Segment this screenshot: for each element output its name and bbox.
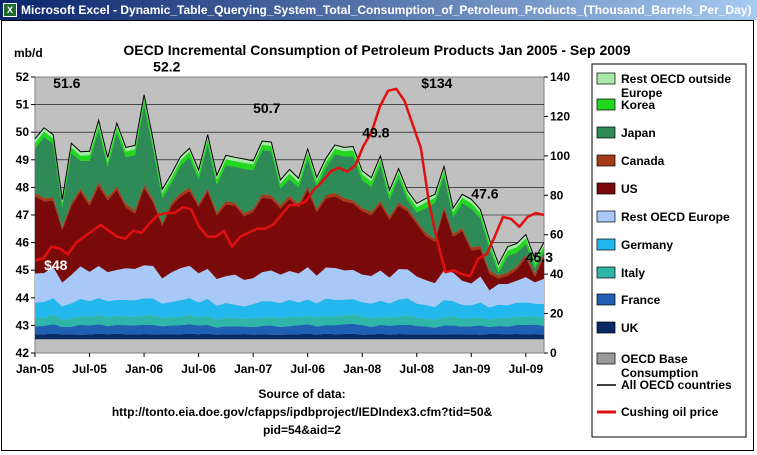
annotation-label: 50.7 xyxy=(253,100,280,116)
area-uk xyxy=(35,333,544,340)
left-tick-label: 48 xyxy=(16,180,30,194)
y-axis-label: mb/d xyxy=(14,46,43,60)
left-tick-label: 44 xyxy=(16,291,30,305)
legend-label: Italy xyxy=(621,266,645,280)
legend-swatch xyxy=(596,293,616,306)
annotation-label: $48 xyxy=(44,257,68,273)
x-tick-label: Jul-06 xyxy=(181,362,216,376)
legend-swatch xyxy=(596,72,616,85)
area-italy xyxy=(35,314,544,328)
x-tick-label: Jul-06 xyxy=(290,362,325,376)
left-tick-label: 46 xyxy=(16,236,30,250)
area-us xyxy=(35,186,544,291)
legend-label: Korea xyxy=(621,98,655,112)
legend-label: OECD Base Consumption xyxy=(621,352,698,380)
chart: OECD Incremental Consumption of Petroleu… xyxy=(14,42,747,438)
source-note: Source of data: http://tonto.eia.doe.gov… xyxy=(112,387,493,437)
right-tick-label: 120 xyxy=(550,109,570,123)
left-tick-label: 43 xyxy=(16,318,30,332)
source-line-3: pid=54&aid=2 xyxy=(263,423,341,437)
right-tick-label: 100 xyxy=(550,149,570,163)
right-tick-label: 20 xyxy=(550,307,564,321)
annotation-label: 45.3 xyxy=(526,249,553,265)
legend-swatch xyxy=(596,210,616,223)
window-title: Microsoft Excel - Dynamic_Table_Querying… xyxy=(21,3,752,17)
x-tick-label: Jul-09 xyxy=(508,362,543,376)
line-all-oecd-countries xyxy=(34,94,545,266)
right-tick-label: 40 xyxy=(550,267,564,281)
x-tick-label: Jan-06 xyxy=(125,362,163,376)
right-axis-ticks: 0 20 40 60 80 100 120 140 xyxy=(544,70,570,360)
annotation-label: 52.2 xyxy=(153,58,180,74)
window-titlebar: X Microsoft Excel - Dynamic_Table_Queryi… xyxy=(0,0,757,20)
x-tick-label: Jan-09 xyxy=(452,362,490,376)
right-tick-label: 140 xyxy=(550,70,570,84)
left-tick-label: 51 xyxy=(16,98,30,112)
x-tick-label: Jan-08 xyxy=(343,362,381,376)
x-tick-label: Jan-05 xyxy=(16,362,54,376)
legend-swatch xyxy=(596,352,616,365)
left-tick-label: 45 xyxy=(16,263,30,277)
legend-label: Japan xyxy=(621,126,656,140)
legend-label: All OECD countries xyxy=(621,378,732,392)
area-rest-oecd-europe xyxy=(35,265,544,308)
left-tick-label: 42 xyxy=(16,346,30,360)
excel-icon: X xyxy=(3,3,17,17)
line-series xyxy=(34,87,545,278)
x-axis-ticks: Jan-05 Jul-05 Jan-06 Jul-06 Jan-07 Jul-06 Jan-… xyxy=(16,353,543,376)
x-tick-label: Jan-07 xyxy=(234,362,272,376)
source-line-2: http://tonto.eia.doe.gov/cfapps/ipdbproj… xyxy=(112,405,493,419)
legend-swatch xyxy=(596,238,616,251)
chart-frame: OECD Incremental Consumption of Petroleu… xyxy=(1,20,754,451)
legend-label: US xyxy=(621,182,638,196)
annotation-label: 51.6 xyxy=(53,75,80,91)
left-tick-label: 50 xyxy=(16,125,30,139)
area-germany xyxy=(35,298,544,320)
annotation-label: 49.8 xyxy=(362,125,389,141)
right-tick-label: 60 xyxy=(550,228,564,242)
right-tick-label: 0 xyxy=(550,346,557,360)
legend-swatch xyxy=(596,266,616,279)
left-tick-label: 49 xyxy=(16,153,30,167)
annotations: 51.6 52.2 50.7 49.8 $134 47.6 $71 45.3 $48 xyxy=(44,58,567,273)
legend-swatch xyxy=(596,321,616,334)
legend-label: France xyxy=(621,293,661,307)
legend-label: Rest OECD Europe xyxy=(621,210,730,224)
legend-label: Rest OECD outside Europe xyxy=(621,72,731,100)
area-france xyxy=(35,323,544,335)
legend-label: Canada xyxy=(621,154,665,168)
annotation-label: 47.6 xyxy=(471,185,498,201)
area-korea xyxy=(35,98,544,273)
line-cushing-oil-price xyxy=(34,87,545,278)
legend-label: UK xyxy=(621,321,639,335)
legend-swatch xyxy=(596,154,616,167)
area-japan xyxy=(35,104,544,276)
left-tick-label: 47 xyxy=(16,208,30,222)
annotation-label: $71 xyxy=(544,205,568,221)
source-line-1: Source of data: xyxy=(258,387,345,401)
legend-swatch xyxy=(596,182,616,195)
legend-box xyxy=(591,63,747,438)
legend-label: Cushing oil price xyxy=(621,405,719,419)
x-tick-label: Jul-08 xyxy=(399,362,434,376)
x-tick-label: Jul-05 xyxy=(72,362,107,376)
chart-title: OECD Incremental Consumption of Petroleu… xyxy=(123,42,630,58)
left-axis-ticks: 42 43 44 45 46 47 48 49 50 51 52 xyxy=(16,70,35,360)
annotation-label: $134 xyxy=(421,75,452,91)
legend-swatch xyxy=(596,126,616,139)
left-tick-label: 52 xyxy=(16,70,30,84)
right-tick-label: 80 xyxy=(550,188,564,202)
legend-swatch xyxy=(596,98,616,111)
legend-label: Germany xyxy=(621,238,673,252)
